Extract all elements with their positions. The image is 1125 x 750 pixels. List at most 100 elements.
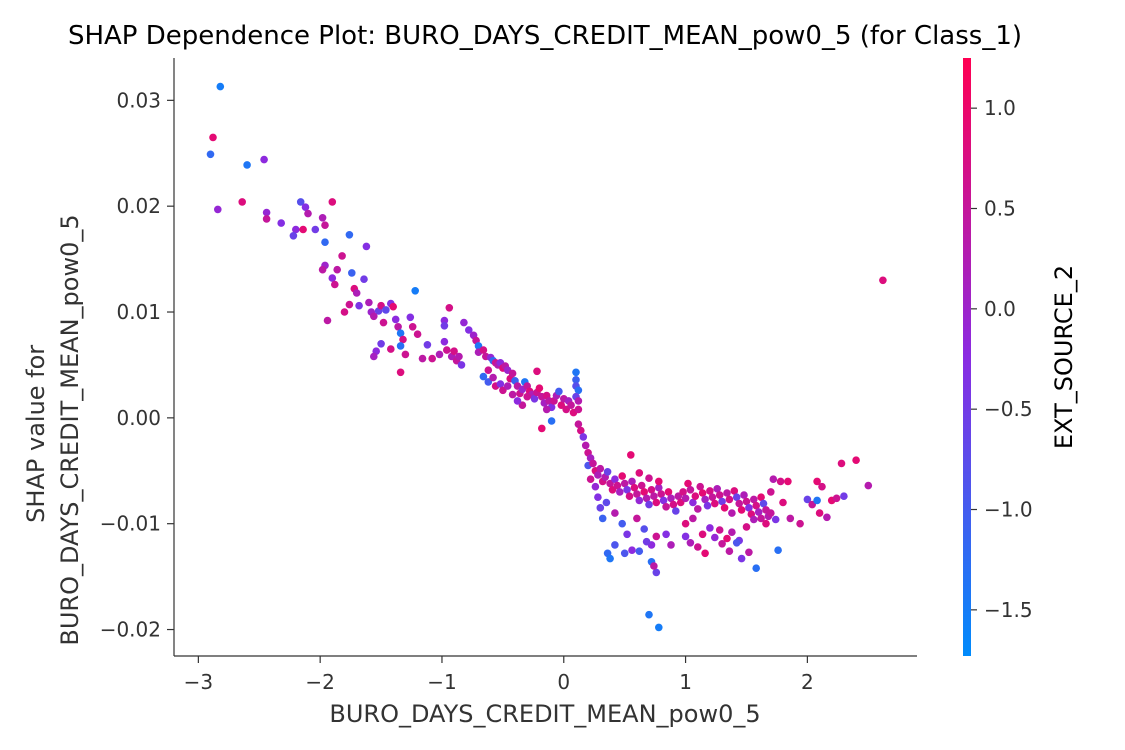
data-point [616, 488, 624, 496]
data-point [262, 208, 271, 217]
data-point [706, 487, 714, 495]
data-point [698, 489, 707, 497]
x-tick-label: 0 [557, 670, 570, 694]
data-point [689, 498, 697, 507]
data-point [686, 539, 695, 547]
data-point [767, 488, 775, 496]
data-point [637, 481, 646, 490]
data-point [667, 541, 675, 549]
data-point [642, 537, 651, 546]
colorbar-tick-label: −1.5 [984, 598, 1033, 622]
data-point [262, 215, 271, 223]
data-point [460, 318, 468, 327]
data-point [630, 483, 639, 492]
data-point [518, 401, 527, 410]
data-point [711, 499, 719, 508]
data-point [418, 354, 427, 363]
data-point [311, 225, 320, 234]
y-tick-label: −0.01 [100, 512, 161, 536]
data-point [355, 301, 363, 310]
data-point [815, 509, 824, 517]
data-point [396, 329, 405, 338]
data-point [713, 485, 721, 493]
data-point [645, 500, 653, 509]
data-point [735, 499, 743, 508]
x-axis-ticks: −3 −2 −1 0 1 2 [184, 656, 814, 694]
data-point [879, 276, 887, 285]
data-point [535, 384, 544, 393]
data-point [445, 304, 454, 312]
data-point [440, 322, 449, 330]
data-point [837, 459, 846, 468]
data-point [394, 323, 402, 331]
data-point [762, 519, 770, 528]
data-point [723, 534, 731, 543]
data-point [243, 161, 251, 169]
data-point [321, 238, 329, 246]
y-tick-label: −0.02 [100, 618, 161, 642]
data-point [698, 530, 707, 539]
data-point [581, 441, 590, 450]
data-point [757, 514, 765, 523]
data-point [767, 509, 775, 517]
data-point [362, 242, 371, 251]
data-point [718, 497, 726, 506]
data-point [623, 486, 631, 494]
data-point [635, 496, 644, 505]
data-point [572, 376, 580, 384]
data-point [752, 564, 760, 572]
data-point [613, 481, 622, 490]
x-tick-label: −1 [427, 670, 456, 694]
data-point [586, 475, 595, 484]
data-point [776, 477, 785, 486]
data-point [655, 623, 663, 632]
data-point [640, 488, 648, 496]
data-point [360, 275, 368, 284]
data-point [627, 451, 635, 459]
x-tick-label: 2 [801, 670, 814, 694]
data-point [711, 533, 719, 542]
data-point [370, 312, 378, 321]
data-point [389, 302, 398, 311]
data-point [328, 198, 337, 206]
data-point [703, 501, 712, 510]
colorbar-tick-label: 0.0 [984, 297, 1016, 321]
data-point [864, 481, 873, 490]
data-point [377, 340, 385, 348]
data-point [818, 482, 826, 491]
data-point [292, 225, 300, 234]
data-point [633, 490, 641, 498]
data-point [852, 456, 860, 465]
data-point [579, 433, 588, 441]
data-point [387, 345, 395, 353]
data-point [623, 530, 631, 539]
data-point [603, 468, 612, 476]
data-point [382, 306, 390, 314]
data-point [530, 395, 539, 403]
data-point [672, 507, 680, 515]
data-point [784, 477, 792, 486]
data-point [742, 523, 751, 531]
data-point [823, 513, 831, 522]
data-point [423, 341, 432, 349]
data-point [406, 313, 415, 322]
y-axis-title: SHAP value for BURO_DAYS_CREDIT_MEAN_pow… [22, 214, 84, 645]
data-point [321, 221, 329, 229]
x-tick-label: −3 [184, 670, 213, 694]
data-point [503, 382, 512, 390]
data-point [318, 214, 327, 222]
data-point [771, 515, 780, 524]
data-point [701, 549, 709, 558]
data-point [348, 269, 356, 277]
data-point [508, 369, 517, 378]
data-point [401, 350, 410, 359]
data-point [443, 346, 451, 354]
data-point [209, 133, 217, 142]
data-point [496, 380, 505, 388]
data-point [757, 493, 765, 502]
data-point [718, 540, 726, 548]
data-point [667, 494, 675, 503]
data-point [655, 483, 663, 492]
data-point [333, 265, 342, 274]
data-point [745, 548, 753, 557]
